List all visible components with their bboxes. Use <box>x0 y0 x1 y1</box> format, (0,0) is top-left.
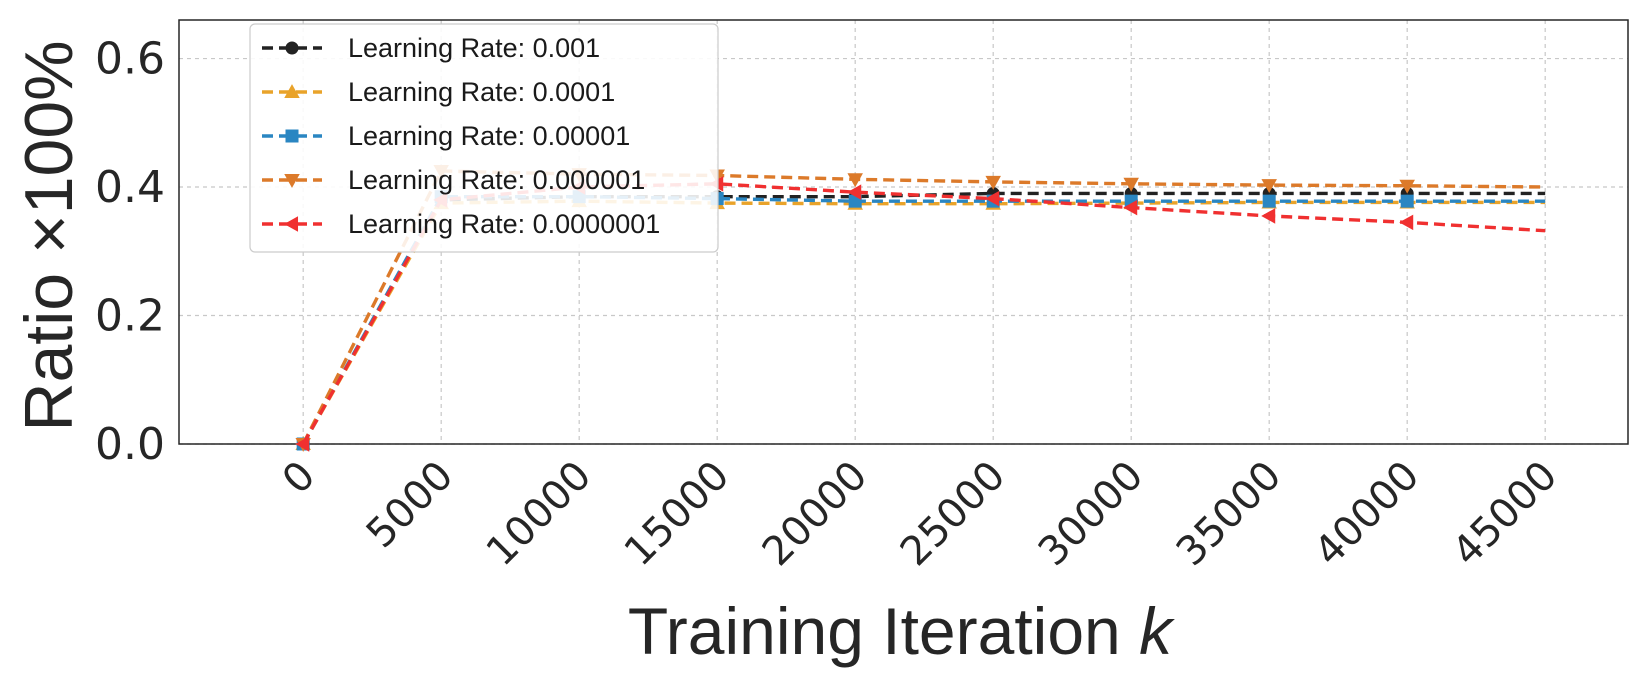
legend-marker <box>284 173 300 188</box>
legend-label: Learning Rate: 0.00001 <box>348 121 630 151</box>
data-point <box>1123 199 1138 216</box>
legend-items: Learning Rate: 0.001 Learning Rate: 0.000… <box>262 33 660 239</box>
legend-marker <box>284 216 299 232</box>
y-tick-label: 0.0 <box>95 419 165 470</box>
data-point <box>1399 214 1414 231</box>
legend-item: Learning Rate: 0.000001 <box>262 165 645 195</box>
data-point <box>295 436 310 452</box>
legend: Learning Rate: 0.001 Learning Rate: 0.000… <box>249 23 719 253</box>
y-tick-label: 0.6 <box>95 34 165 85</box>
y-axis-title: Ratio ×100% <box>11 40 87 431</box>
data-point <box>1262 194 1276 208</box>
legend-label: Learning Rate: 0.000001 <box>348 165 645 195</box>
legend-marker <box>284 84 300 99</box>
legend-label: Learning Rate: 0.001 <box>348 33 600 63</box>
series-line <box>301 194 1546 445</box>
legend-marker <box>285 129 299 143</box>
x-axis-title-text: Training Iteration <box>628 594 1121 668</box>
data-point <box>985 190 1000 207</box>
legend-label: Learning Rate: 0.0000001 <box>348 209 660 239</box>
legend-item: Learning Rate: 0.00001 <box>262 121 630 151</box>
plot-frame <box>178 19 1629 445</box>
x-axis-title-variable: k <box>1139 594 1175 668</box>
y-tick-label: 0.2 <box>95 291 165 342</box>
data-point <box>1261 208 1276 224</box>
y-tick-label: 0.4 <box>95 162 165 213</box>
data-point <box>1400 194 1414 208</box>
legend-item: Learning Rate: 0.0001 <box>262 77 615 107</box>
data-point <box>847 184 862 200</box>
legend-box <box>249 23 719 253</box>
legend-label: Learning Rate: 0.0001 <box>348 77 615 107</box>
legend-item: Learning Rate: 0.0000001 <box>262 209 660 239</box>
data-point <box>1123 177 1139 192</box>
legend-item: Learning Rate: 0.001 <box>262 33 600 63</box>
x-axis-title: Training Iteration k <box>628 594 1175 668</box>
legend-marker <box>285 41 299 55</box>
y-tick-labels: 0.0 0.2 0.4 0.6 <box>95 34 165 470</box>
data-point <box>1261 179 1277 194</box>
data-point <box>985 175 1001 190</box>
data-point <box>847 173 863 188</box>
data-point <box>1399 179 1415 194</box>
